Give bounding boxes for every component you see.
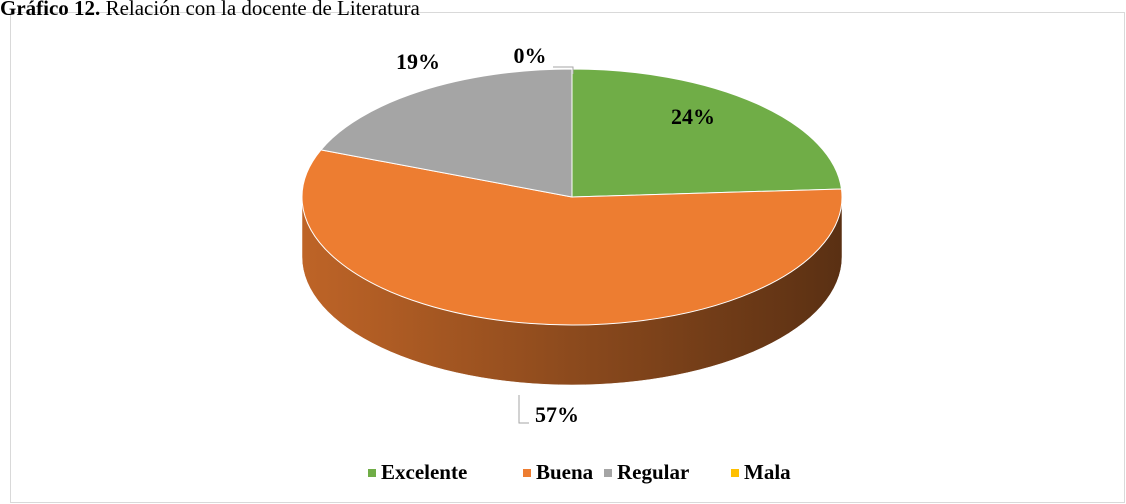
pie-slice: [320, 68, 573, 198]
title-label: Gráfico 12.: [0, 0, 100, 20]
data-label: 19%: [396, 49, 440, 74]
legend-label: Regular: [617, 460, 689, 484]
title-text: Relación con la docente de Literatura: [106, 0, 421, 20]
legend-label: Excelente: [381, 460, 467, 484]
legend-marker: [368, 469, 376, 477]
data-label: 57%: [535, 402, 579, 427]
pie-slice: [571, 68, 843, 198]
pie-slice: [301, 149, 843, 326]
legend-marker: [604, 469, 612, 477]
legend-marker: [523, 469, 531, 477]
chart-title: Gráfico 12. Relación con la docente de L…: [0, 0, 421, 20]
data-label: 24%: [671, 104, 715, 129]
legend-label: Buena: [536, 460, 594, 484]
leader-line: [518, 395, 529, 424]
leader-line: [553, 66, 574, 74]
legend-marker: [731, 469, 739, 477]
legend-label: Mala: [744, 460, 791, 484]
data-label: 0%: [514, 43, 547, 68]
